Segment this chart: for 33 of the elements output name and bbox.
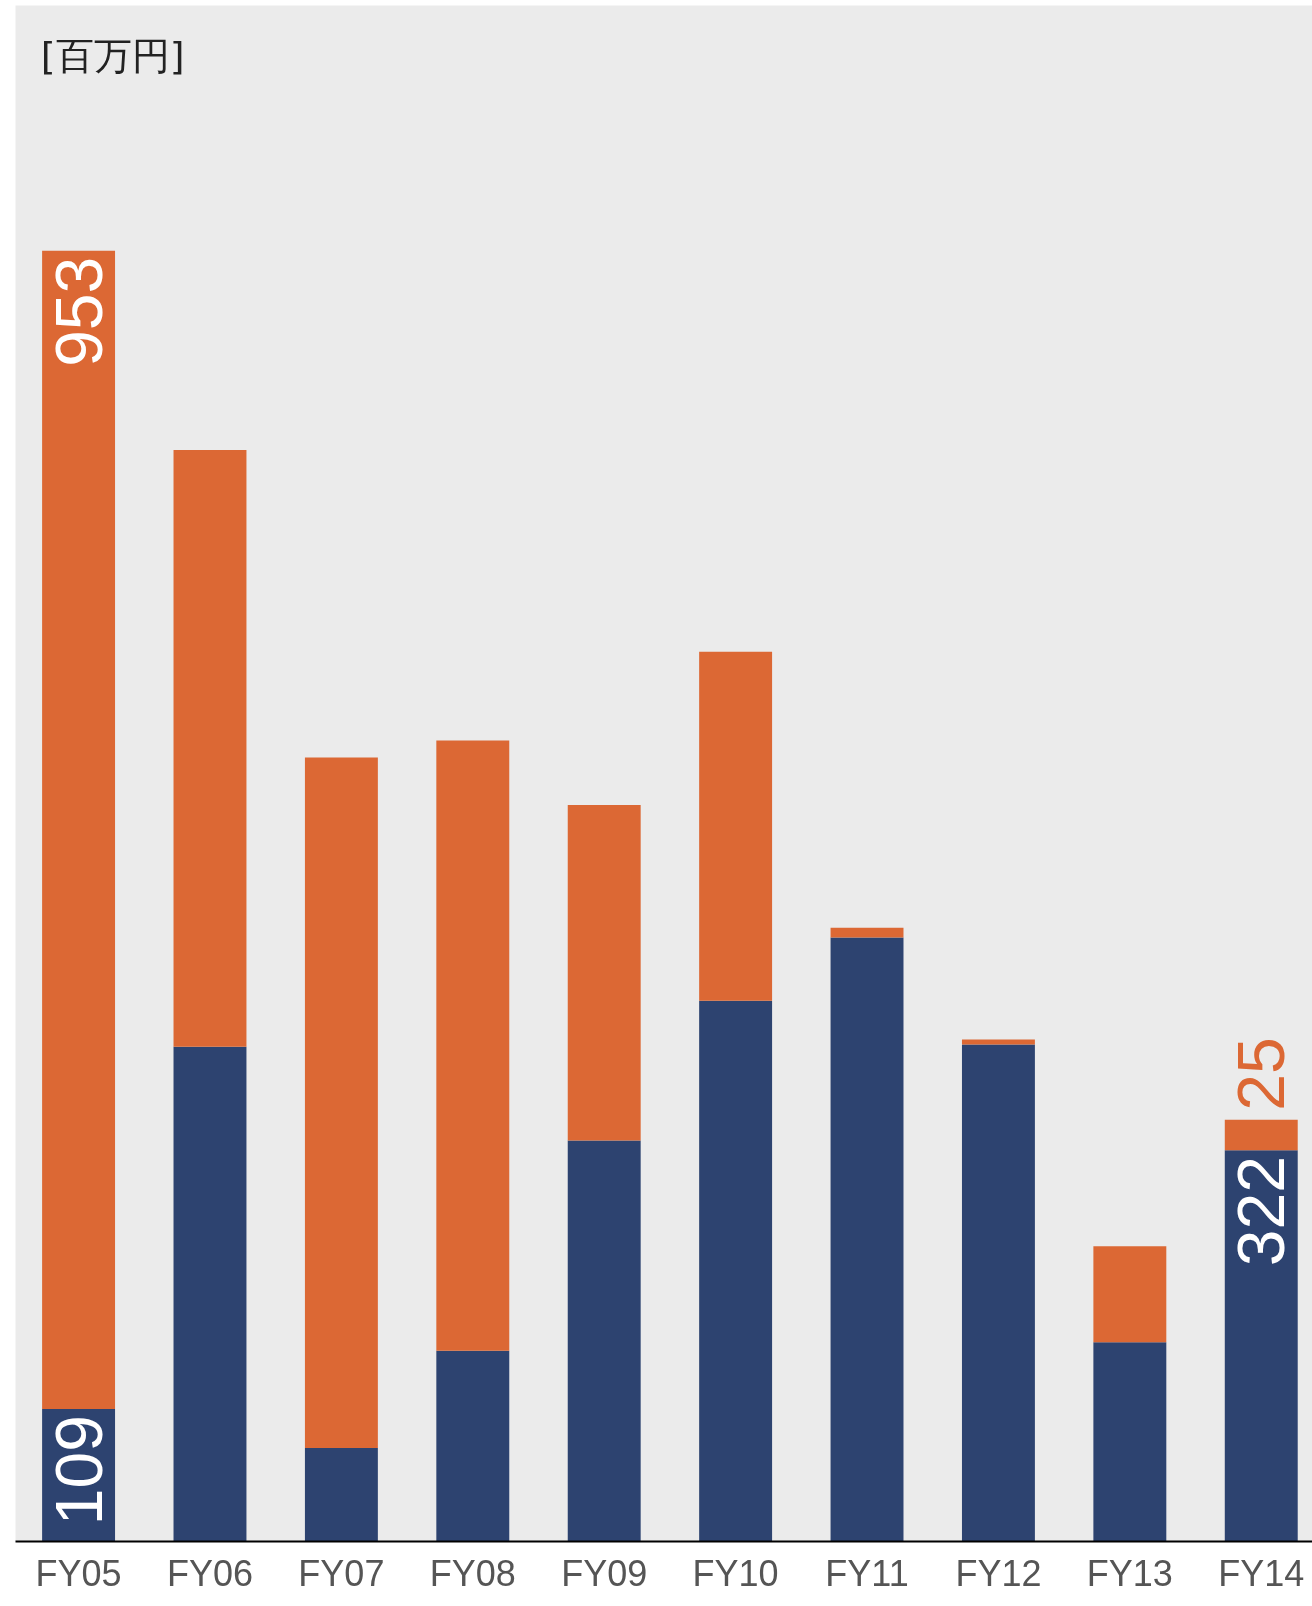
- x-tick-label: FY10: [692, 1552, 779, 1594]
- x-tick-label: FY11: [825, 1552, 909, 1594]
- x-tick-label: FY08: [429, 1552, 516, 1594]
- y-axis-title: [百万円]: [40, 33, 185, 78]
- data-label: 953: [41, 256, 116, 367]
- bar: [1093, 1342, 1167, 1542]
- bar: [699, 651, 773, 1001]
- bar: [1224, 1150, 1298, 1542]
- bar: [567, 804, 641, 1141]
- bar: [567, 1140, 641, 1542]
- x-tick-label: FY13: [1086, 1552, 1173, 1594]
- x-tick-label: FY06: [166, 1552, 254, 1594]
- bar: [1093, 1246, 1167, 1343]
- x-tick-label: FY07: [298, 1552, 385, 1594]
- x-tick-label: FY09: [561, 1552, 648, 1594]
- bar: [699, 1000, 773, 1542]
- bar: [830, 927, 904, 938]
- bar: [436, 1350, 510, 1542]
- bar: [1224, 1119, 1298, 1151]
- bar: [436, 740, 510, 1351]
- bar: [173, 450, 247, 1047]
- data-label: 109: [41, 1415, 116, 1526]
- data-label: 322: [1224, 1156, 1299, 1267]
- x-tick-label: FY14: [1218, 1552, 1305, 1594]
- x-tick-label: FY12: [955, 1552, 1042, 1594]
- x-tick-label: FY05: [35, 1552, 122, 1594]
- bar: [830, 937, 904, 1542]
- bar: [173, 1046, 247, 1542]
- bar: [304, 757, 378, 1448]
- data-label: 25: [1224, 1037, 1299, 1111]
- bar: [961, 1044, 1035, 1542]
- bar: [42, 250, 116, 1410]
- bar: [304, 1447, 378, 1542]
